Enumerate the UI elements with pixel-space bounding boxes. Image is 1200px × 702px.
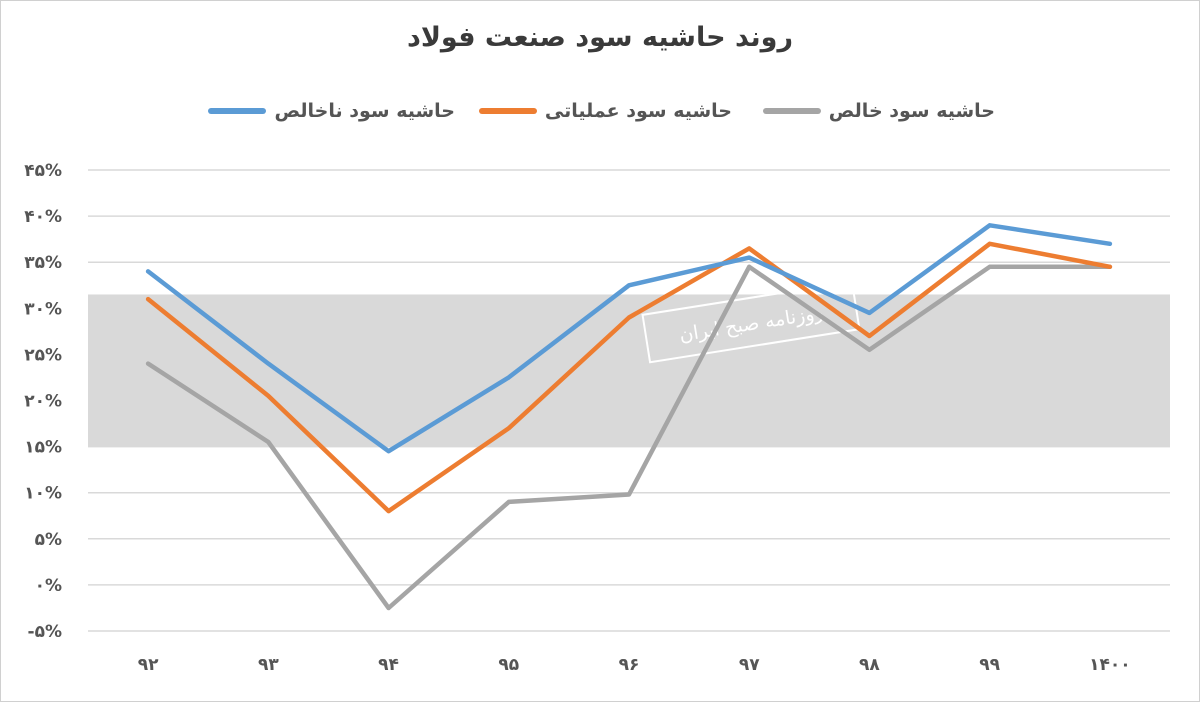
legend-swatch-net-margin	[762, 108, 821, 114]
y-tick-label: ۱۰%	[24, 484, 62, 504]
x-tick-label: ۹۹	[979, 655, 1000, 675]
x-tick-label: ۹۴	[378, 655, 399, 675]
legend-swatch-gross-margin	[208, 108, 267, 114]
legend-item-gross-margin: حاشیه سود ناخالص	[208, 96, 455, 126]
y-tick-label: ۵%	[35, 530, 62, 550]
x-tick-label: ۹۲	[138, 655, 159, 675]
series-line-operating-margin	[145, 241, 1113, 514]
y-tick-label: ۴۰%	[24, 207, 62, 227]
series-line-gross-margin	[145, 223, 1113, 454]
chart-title: روند حاشیه سود صنعت فولاد	[406, 22, 794, 53]
x-tick-label: ۹۵	[498, 655, 519, 675]
legend-item-operating-margin: حاشیه سود عملیاتی	[478, 96, 732, 126]
y-tick-label: -۵%	[28, 622, 62, 642]
y-tick-label: ۱۵%	[24, 438, 62, 458]
legend-label-net-margin: حاشیه سود خالص	[828, 100, 995, 122]
x-tick-label: ۹۳	[258, 655, 279, 675]
legend-swatch-operating-margin	[478, 108, 537, 114]
y-tick-label: ۴۵%	[24, 161, 62, 181]
legend-item-net-margin: حاشیه سود خالص	[762, 96, 995, 126]
x-tick-label: ۹۶	[619, 655, 640, 675]
legend-label-operating-margin: حاشیه سود عملیاتی	[544, 100, 732, 122]
y-tick-label: ۳۵%	[24, 253, 62, 273]
y-tick-label: ۰%	[35, 576, 62, 596]
y-tick-label: ۲۵%	[24, 345, 62, 365]
series-line-net-margin	[145, 264, 1113, 611]
x-tick-label: ۱۴۰۰	[1089, 655, 1131, 675]
chart-legend: حاشیه سود ناخالص حاشیه سود عملیاتی حاشیه…	[0, 96, 1200, 126]
legend-label-gross-margin: حاشیه سود ناخالص	[274, 100, 455, 122]
y-tick-label: ۳۰%	[24, 299, 62, 319]
y-tick-label: ۲۰%	[24, 392, 62, 412]
x-tick-label: ۹۷	[739, 655, 760, 675]
x-tick-label: ۹۸	[859, 655, 880, 675]
